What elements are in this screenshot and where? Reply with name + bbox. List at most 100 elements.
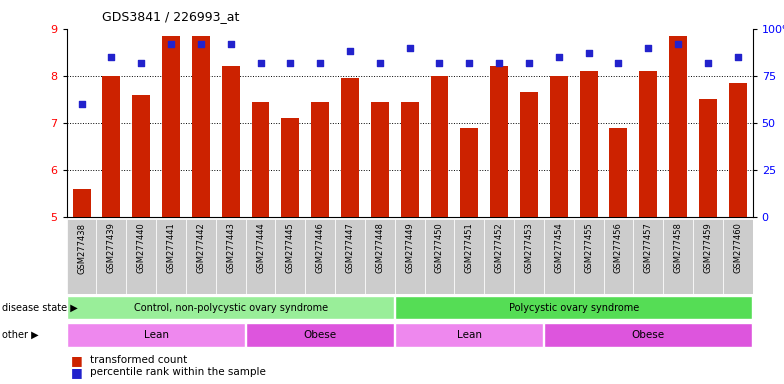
Point [553,54,565,60]
Bar [186,219,216,294]
Bar [490,66,508,217]
Text: Polycystic ovary syndrome: Polycystic ovary syndrome [509,303,639,313]
Text: GSM277460: GSM277460 [733,223,742,273]
Bar [222,66,240,217]
Point [194,41,207,47]
Text: GSM277452: GSM277452 [495,223,503,273]
Text: Obese: Obese [632,330,665,340]
Bar [341,78,359,217]
Point [463,60,476,66]
Text: GSM277443: GSM277443 [226,223,235,273]
Point [612,60,625,66]
Text: Lean: Lean [457,330,482,340]
Bar [67,323,245,347]
Text: GSM277459: GSM277459 [703,223,713,273]
Bar [275,219,305,294]
Bar [245,219,275,294]
Text: GSM277442: GSM277442 [196,223,205,273]
Bar [579,71,597,217]
Bar [544,219,574,294]
Point [165,41,177,47]
Text: ■: ■ [71,366,82,379]
Text: Lean: Lean [143,330,169,340]
Text: percentile rank within the sample: percentile rank within the sample [90,367,266,377]
Text: transformed count: transformed count [90,355,187,365]
Text: GSM277450: GSM277450 [435,223,444,273]
Bar [67,296,394,319]
Bar [669,36,687,217]
Text: GSM277456: GSM277456 [614,223,623,273]
Bar [514,219,544,294]
Bar [132,95,151,217]
Bar [729,83,746,217]
Bar [520,92,538,217]
Text: GSM277458: GSM277458 [673,223,683,273]
Point [672,41,684,47]
Bar [126,219,156,294]
Bar [460,127,478,217]
Text: GSM277453: GSM277453 [524,223,533,273]
Bar [663,219,693,294]
Bar [574,219,604,294]
Bar [604,219,633,294]
Bar [365,219,394,294]
Point [343,48,356,55]
Bar [723,219,753,294]
Text: GSM277446: GSM277446 [316,223,325,273]
Text: Obese: Obese [303,330,336,340]
Point [284,60,296,66]
Bar [639,71,657,217]
Point [254,60,267,66]
Text: GSM277454: GSM277454 [554,223,563,273]
Bar [335,219,365,294]
Text: ■: ■ [71,354,82,367]
Bar [67,219,96,294]
Bar [455,219,485,294]
Bar [156,219,186,294]
Point [224,41,237,47]
Point [523,60,535,66]
Text: GSM277449: GSM277449 [405,223,414,273]
Bar [371,102,389,217]
Point [373,60,386,66]
Point [493,60,506,66]
Bar [281,118,299,217]
Text: other ▶: other ▶ [2,330,38,340]
Point [314,60,326,66]
Point [731,54,744,60]
Bar [103,76,120,217]
Bar [633,219,663,294]
Bar [252,102,270,217]
Point [403,45,416,51]
Bar [430,76,448,217]
Bar [394,219,425,294]
Text: disease state ▶: disease state ▶ [2,303,78,313]
Point [105,54,118,60]
Text: GSM277455: GSM277455 [584,223,593,273]
Bar [485,219,514,294]
Bar [544,323,752,347]
Bar [216,219,245,294]
Point [583,50,595,56]
Bar [395,296,752,319]
Bar [609,127,627,217]
Bar [395,323,543,347]
Point [642,45,655,51]
Bar [401,102,419,217]
Point [75,101,88,107]
Bar [96,219,126,294]
Bar [693,219,723,294]
Text: Control, non-polycystic ovary syndrome: Control, non-polycystic ovary syndrome [133,303,328,313]
Text: GSM277440: GSM277440 [136,223,146,273]
Text: GSM277444: GSM277444 [256,223,265,273]
Text: GSM277447: GSM277447 [346,223,354,273]
Bar [305,219,335,294]
Text: GSM277445: GSM277445 [286,223,295,273]
Bar [246,323,394,347]
Text: GDS3841 / 226993_at: GDS3841 / 226993_at [102,10,239,23]
Text: GSM277451: GSM277451 [465,223,474,273]
Bar [192,36,210,217]
Point [135,60,147,66]
Bar [425,219,455,294]
Text: GSM277457: GSM277457 [644,223,653,273]
